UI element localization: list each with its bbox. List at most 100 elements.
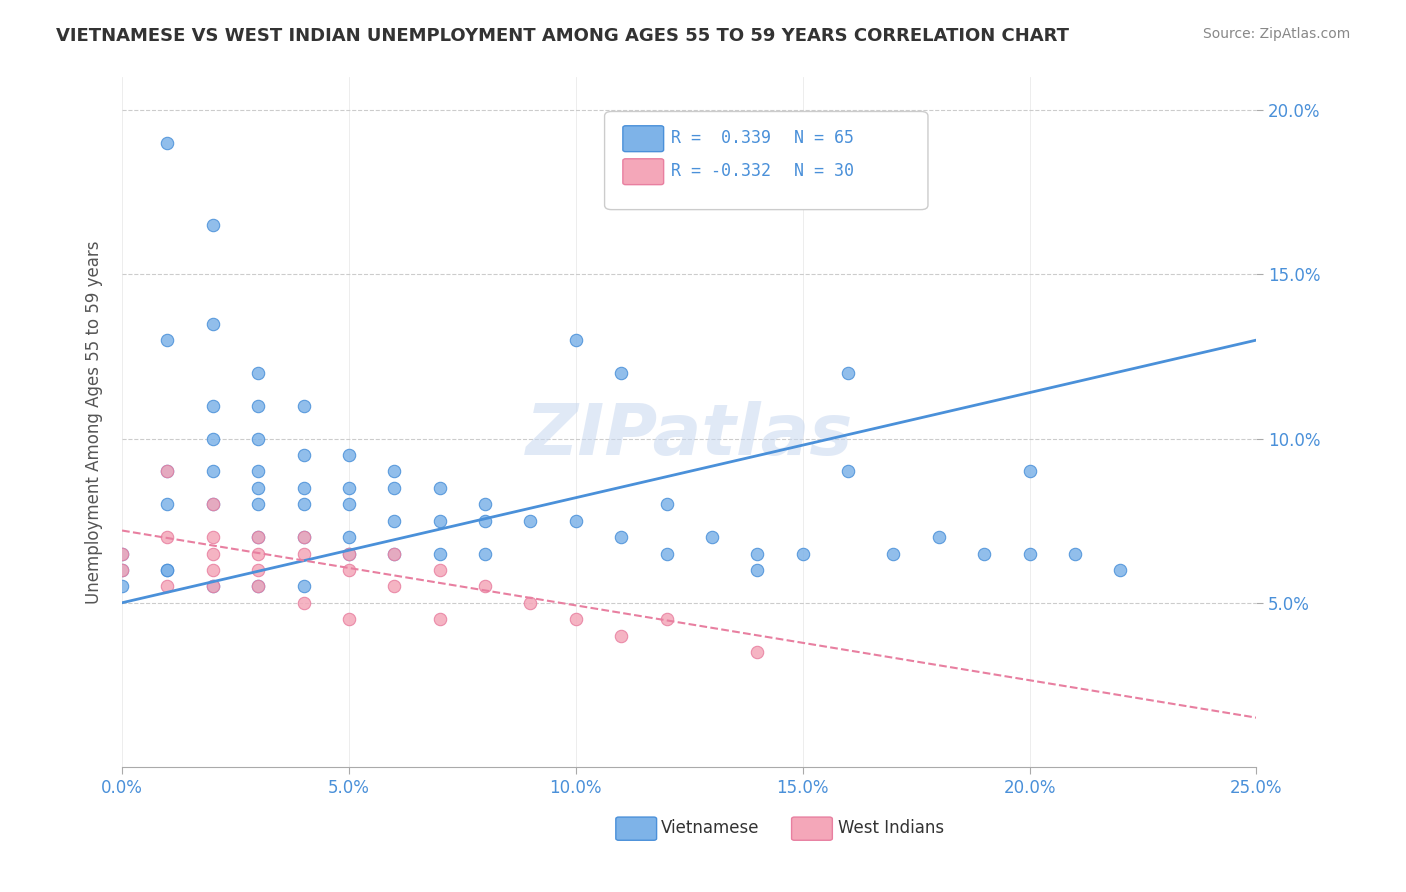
Point [610,629,633,643]
Point [747,563,769,577]
Point [247,530,270,544]
Text: N = 65: N = 65 [794,129,855,147]
Point [156,530,179,544]
Point [474,514,496,528]
Point [337,547,360,561]
Point [156,465,179,479]
Point [111,547,134,561]
Point [292,530,315,544]
Point [565,514,588,528]
Point [429,563,451,577]
Point [292,530,315,544]
Point [156,563,179,577]
Text: West Indians: West Indians [838,819,943,837]
Point [1018,547,1040,561]
Point [111,563,134,577]
Point [1109,563,1132,577]
Point [519,596,541,610]
Text: R =  0.339: R = 0.339 [671,129,770,147]
Point [382,514,405,528]
Point [519,514,541,528]
Point [247,547,270,561]
Point [337,612,360,626]
Point [292,481,315,495]
Point [247,465,270,479]
Point [156,136,179,150]
Point [837,465,859,479]
Point [1018,465,1040,479]
Point [247,432,270,446]
Point [247,366,270,380]
Point [292,547,315,561]
Point [474,579,496,593]
Point [247,399,270,413]
Point [201,579,224,593]
Point [156,465,179,479]
Point [837,366,859,380]
Text: N = 30: N = 30 [794,162,855,180]
Point [429,547,451,561]
Point [156,563,179,577]
Point [201,563,224,577]
Point [247,563,270,577]
Point [111,579,134,593]
Point [610,530,633,544]
Point [429,612,451,626]
Point [429,481,451,495]
Text: Vietnamese: Vietnamese [661,819,759,837]
Point [565,612,588,626]
Point [792,547,814,561]
Point [655,547,678,561]
Point [928,530,950,544]
Point [382,465,405,479]
Text: R = -0.332: R = -0.332 [671,162,770,180]
Point [382,481,405,495]
Y-axis label: Unemployment Among Ages 55 to 59 years: Unemployment Among Ages 55 to 59 years [86,241,103,604]
Point [201,530,224,544]
Point [292,448,315,462]
Point [201,497,224,511]
Point [382,547,405,561]
Point [247,497,270,511]
Point [201,317,224,331]
Point [700,530,723,544]
Point [429,514,451,528]
Point [247,579,270,593]
Point [156,497,179,511]
Point [747,645,769,659]
Point [655,612,678,626]
Point [247,530,270,544]
Point [111,563,134,577]
Text: VIETNAMESE VS WEST INDIAN UNEMPLOYMENT AMONG AGES 55 TO 59 YEARS CORRELATION CHA: VIETNAMESE VS WEST INDIAN UNEMPLOYMENT A… [56,27,1069,45]
Point [292,399,315,413]
Point [382,547,405,561]
Point [337,547,360,561]
Point [156,333,179,347]
Point [474,497,496,511]
Point [201,218,224,232]
Point [201,399,224,413]
Point [201,497,224,511]
Point [565,333,588,347]
Point [337,563,360,577]
Point [337,530,360,544]
Point [337,481,360,495]
Point [337,497,360,511]
Point [111,547,134,561]
Point [247,481,270,495]
Text: ZIPatlas: ZIPatlas [526,401,853,470]
Point [474,547,496,561]
Point [1064,547,1087,561]
Point [292,497,315,511]
Point [201,432,224,446]
Point [201,579,224,593]
Point [973,547,995,561]
Point [337,448,360,462]
Point [292,579,315,593]
Point [156,579,179,593]
Point [655,497,678,511]
Point [610,366,633,380]
Point [882,547,904,561]
Point [382,579,405,593]
Point [201,547,224,561]
